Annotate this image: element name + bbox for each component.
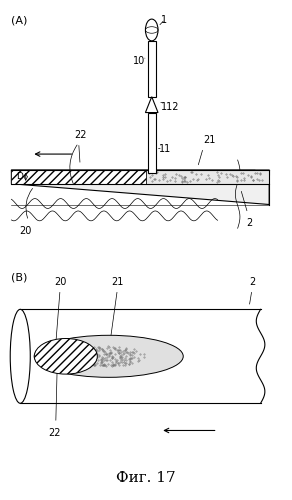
Polygon shape bbox=[145, 96, 158, 112]
Text: 1: 1 bbox=[161, 15, 167, 25]
Bar bbox=[148, 41, 156, 96]
Text: D: D bbox=[17, 172, 23, 182]
Text: 20: 20 bbox=[54, 277, 66, 287]
Ellipse shape bbox=[34, 336, 183, 378]
Text: 2: 2 bbox=[246, 218, 252, 228]
Bar bbox=[20, 310, 260, 404]
Text: 10: 10 bbox=[133, 56, 145, 66]
Polygon shape bbox=[11, 170, 269, 204]
Text: 11: 11 bbox=[159, 144, 171, 154]
Ellipse shape bbox=[10, 310, 30, 404]
Bar bbox=[148, 112, 156, 174]
Text: 21: 21 bbox=[111, 277, 124, 287]
Text: 20: 20 bbox=[20, 226, 32, 236]
Text: Фиг. 17: Фиг. 17 bbox=[116, 471, 176, 485]
Bar bbox=[146, 170, 269, 183]
Polygon shape bbox=[255, 170, 269, 175]
Text: 2: 2 bbox=[249, 277, 255, 287]
Text: 22: 22 bbox=[48, 428, 60, 438]
Text: (A): (A) bbox=[11, 15, 28, 25]
Ellipse shape bbox=[34, 338, 97, 374]
Text: 22: 22 bbox=[74, 130, 86, 140]
Bar bbox=[11, 170, 146, 183]
Text: 21: 21 bbox=[203, 135, 215, 145]
Text: (В): (В) bbox=[11, 272, 28, 282]
Text: 112: 112 bbox=[161, 102, 179, 112]
